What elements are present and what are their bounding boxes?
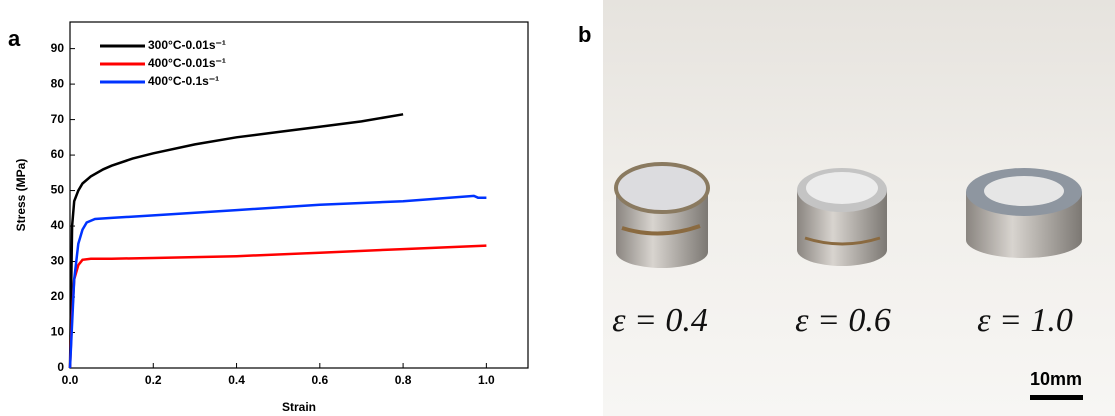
x-tick-label: 0.4 bbox=[228, 373, 245, 387]
scale-bar-label: 10mm bbox=[1030, 369, 1082, 389]
strain-label: ε = 0.6 bbox=[795, 302, 891, 339]
y-tick-label: 10 bbox=[51, 325, 65, 339]
y-tick-label: 0 bbox=[57, 360, 64, 374]
y-tick-label: 40 bbox=[51, 218, 65, 232]
y-tick-label: 70 bbox=[51, 112, 65, 126]
strain-label: ε = 0.4 bbox=[612, 302, 708, 339]
legend-label: 300°C-0.01s⁻¹ bbox=[148, 38, 226, 52]
y-tick-label: 30 bbox=[51, 254, 65, 268]
sample-2 bbox=[797, 168, 887, 266]
x-axis-label: Strain bbox=[282, 400, 316, 414]
series-line bbox=[68, 244, 487, 369]
x-tick-label: 0.0 bbox=[62, 373, 79, 387]
scale-bar bbox=[1030, 395, 1083, 400]
y-tick-label: 80 bbox=[51, 76, 65, 90]
legend-label: 400°C-0.1s⁻¹ bbox=[148, 74, 219, 88]
x-tick-label: 1.0 bbox=[478, 373, 495, 387]
y-tick-label: 20 bbox=[51, 289, 65, 303]
plot-frame bbox=[69, 21, 529, 369]
x-tick-label: 0.8 bbox=[395, 373, 412, 387]
strain-label: ε = 1.0 bbox=[977, 302, 1073, 339]
series-line bbox=[68, 194, 487, 369]
y-axis-label: Stress (MPa) bbox=[14, 159, 28, 232]
y-tick-label: 60 bbox=[51, 147, 65, 161]
x-tick-label: 0.6 bbox=[311, 373, 328, 387]
y-tick-label: 90 bbox=[51, 41, 65, 55]
y-tick-label: 50 bbox=[51, 183, 65, 197]
series-line bbox=[68, 113, 404, 369]
legend-label: 400°C-0.01s⁻¹ bbox=[148, 56, 226, 70]
sample-3 bbox=[966, 168, 1082, 258]
panel-label: a bbox=[8, 26, 21, 51]
panel-label: b bbox=[578, 22, 591, 47]
sample-1 bbox=[614, 162, 710, 268]
x-tick-label: 0.2 bbox=[145, 373, 162, 387]
